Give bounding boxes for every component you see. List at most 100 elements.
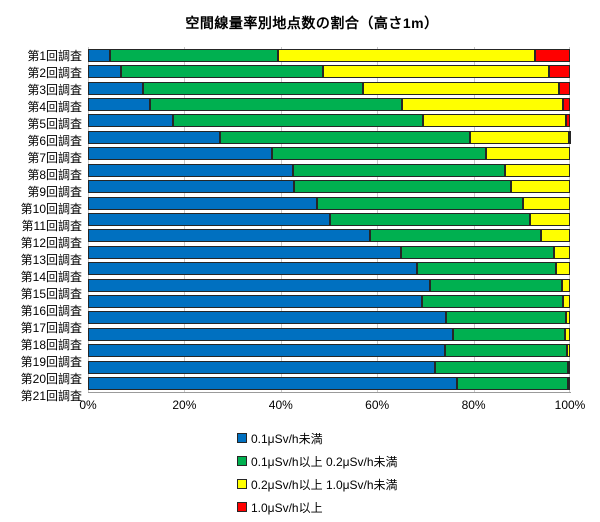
bar-segment <box>88 212 330 226</box>
bar-segment <box>565 327 570 341</box>
bar-row <box>88 63 570 79</box>
bar-track <box>88 377 571 391</box>
x-axis-label: 0% <box>79 398 97 412</box>
bar-track <box>88 130 571 144</box>
bar-segment <box>88 163 294 177</box>
bar-segment <box>323 65 549 79</box>
x-axis-label: 40% <box>268 398 293 412</box>
y-axis-label: 第1回調査 <box>27 49 82 63</box>
bar-segment <box>88 81 144 95</box>
bar-row <box>88 96 570 112</box>
bar-segment <box>568 377 571 391</box>
bar-track <box>88 97 570 111</box>
bar-segment <box>88 262 417 276</box>
bar-segment <box>88 344 445 358</box>
bar-segment <box>272 147 487 161</box>
bar-segment <box>88 295 423 309</box>
legend-item: 0.1μSv/h以上 0.2μSv/h未満 <box>237 454 398 469</box>
bar-segment <box>88 311 446 325</box>
bar-track <box>88 360 570 374</box>
bar-segment <box>534 48 570 62</box>
bar-segment <box>541 229 570 243</box>
legend-item: 0.1μSv/h未満 <box>237 431 398 446</box>
bar-track <box>88 81 570 95</box>
bar-row <box>88 293 570 309</box>
bar-segment <box>548 65 570 79</box>
x-axis-label: 80% <box>461 398 486 412</box>
bar-row <box>88 178 570 194</box>
bar-track <box>88 327 570 341</box>
bar-row <box>88 80 570 96</box>
bar-segment <box>469 130 569 144</box>
bar-segment <box>317 196 524 210</box>
bar-track <box>88 262 570 276</box>
bar-row <box>88 326 570 342</box>
y-axis-label: 第8回調査 <box>27 168 82 182</box>
bar-segment <box>562 295 570 309</box>
y-axis-label: 第18回調査 <box>20 338 82 352</box>
plot-area <box>88 47 571 392</box>
bar-row <box>88 310 570 326</box>
bar-segment <box>88 97 151 111</box>
x-axis-line <box>88 392 571 393</box>
bar-segment <box>510 180 570 194</box>
bar-segment <box>422 295 563 309</box>
bar-segment <box>294 180 511 194</box>
y-axis-label: 第9回調査 <box>27 185 82 199</box>
bar-segment <box>504 163 570 177</box>
bar-segment <box>563 97 570 111</box>
bar-row <box>88 129 571 145</box>
y-axis-label: 第4回調査 <box>27 100 82 114</box>
legend-label: 0.2μSv/h以上 1.0μSv/h未満 <box>251 477 398 492</box>
bar-row <box>88 244 570 260</box>
bar-segment <box>88 180 295 194</box>
bar-track <box>88 295 570 309</box>
bar-segment <box>88 327 453 341</box>
y-axis-label: 第13回調査 <box>20 253 82 267</box>
bar-segment <box>121 65 324 79</box>
legend-swatch-icon <box>237 479 247 489</box>
bar-segment <box>293 163 505 177</box>
bar-segment <box>554 245 570 259</box>
bar-segment <box>88 229 370 243</box>
bar-segment <box>559 81 570 95</box>
bar-row <box>88 228 570 244</box>
y-axis-label: 第16回調査 <box>20 304 82 318</box>
bar-segment <box>88 65 122 79</box>
legend-item: 1.0μSv/h以上 <box>237 500 398 515</box>
bar-track <box>88 229 570 243</box>
y-axis-label: 第11回調査 <box>21 219 82 233</box>
legend: 0.1μSv/h未満 0.1μSv/h以上 0.2μSv/h未満 0.2μSv/h以… <box>237 431 398 522</box>
y-axis-label: 第2回調査 <box>27 66 82 80</box>
x-axis-label: 20% <box>172 398 197 412</box>
legend-swatch-icon <box>237 456 247 466</box>
legend-label: 0.1μSv/h以上 0.2μSv/h未満 <box>251 454 398 469</box>
bar-track <box>88 245 570 259</box>
bar-track <box>88 114 570 128</box>
bar-segment <box>110 48 279 62</box>
bar-row <box>88 47 570 63</box>
y-axis-label: 第12回調査 <box>20 236 82 250</box>
bar-track <box>88 311 570 325</box>
y-axis-label: 第7回調査 <box>27 151 82 165</box>
bar-segment <box>452 327 566 341</box>
legend-swatch-icon <box>237 433 247 443</box>
bar-segment <box>88 147 273 161</box>
bar-segment <box>422 114 567 128</box>
bar-segment <box>567 360 570 374</box>
bar-segment <box>88 114 174 128</box>
bar-segment <box>445 311 567 325</box>
bar-segment <box>486 147 570 161</box>
bar-row <box>88 260 570 276</box>
bar-segment <box>416 262 557 276</box>
bar-segment <box>88 377 458 391</box>
bar-segment <box>401 97 564 111</box>
x-axis-label: 100% <box>554 398 586 412</box>
bar-segment <box>220 130 470 144</box>
bar-segment <box>566 344 570 358</box>
bar-row <box>88 211 570 227</box>
bar-segment <box>88 278 431 292</box>
bar-segment <box>561 278 570 292</box>
bar-rows <box>88 47 571 392</box>
